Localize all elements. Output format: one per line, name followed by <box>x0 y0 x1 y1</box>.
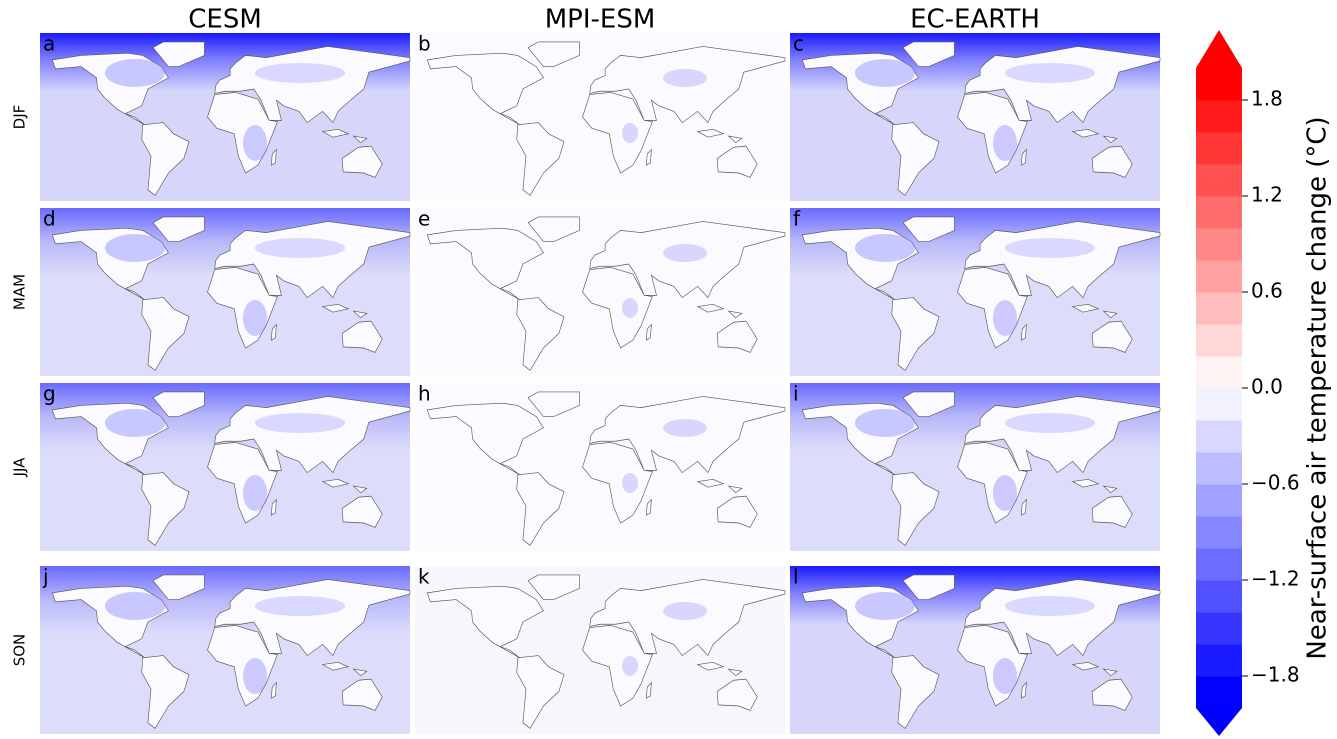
colorbar-band <box>1196 100 1242 133</box>
column-title: EC-EARTH <box>910 5 1040 35</box>
anomaly-patch <box>855 592 915 620</box>
colorbar-label: Near-surface air temperature change (°C) <box>1303 116 1333 659</box>
colorbar-band <box>1196 324 1242 357</box>
anomaly-patch <box>855 409 915 437</box>
colorbar-extend-top <box>1196 30 1242 68</box>
panel-letter: f <box>793 207 801 231</box>
panel-letter: h <box>418 382 431 406</box>
anomaly-patch <box>993 125 1017 161</box>
colorbar-band <box>1196 292 1242 325</box>
anomaly-patch <box>622 123 638 143</box>
colorbar-band <box>1196 132 1242 165</box>
colorbar-band <box>1196 420 1242 453</box>
anomaly-patch <box>255 63 345 83</box>
panel-letter: i <box>793 382 799 406</box>
anomaly-patch <box>255 238 345 258</box>
colorbar-extend-bottom <box>1196 708 1242 736</box>
colorbar-tick-label: 0.0 <box>1251 375 1283 399</box>
anomaly-patch <box>1005 238 1095 258</box>
anomaly-patch <box>663 419 707 437</box>
colorbar-band <box>1196 228 1242 261</box>
anomaly-patch <box>105 409 165 437</box>
colorbar-tick-label: 0.6 <box>1251 279 1283 303</box>
map-panel: k <box>415 565 786 734</box>
colorbar-band <box>1196 452 1242 485</box>
anomaly-patch <box>105 59 165 87</box>
map-panel: e <box>415 207 786 376</box>
panel-letter: k <box>418 565 430 589</box>
anomaly-patch <box>663 244 707 262</box>
anomaly-patch <box>622 656 638 676</box>
colorbar-tick-label: 1.8 <box>1251 87 1283 111</box>
panel-letter: a <box>43 32 55 56</box>
anomaly-patch <box>663 602 707 620</box>
colorbar-band <box>1196 548 1242 581</box>
row-label: MAM <box>11 274 29 310</box>
map-panel: i <box>790 382 1161 551</box>
anomaly-patch <box>855 59 915 87</box>
anomaly-patch <box>1005 63 1095 83</box>
map-panel: l <box>790 565 1161 734</box>
anomaly-patch <box>993 300 1017 336</box>
anomaly-patch <box>993 475 1017 511</box>
map-panel: h <box>415 382 786 551</box>
colorbar-tick-label: −1.8 <box>1251 663 1300 687</box>
colorbar-band <box>1196 164 1242 197</box>
map-panel: b <box>415 32 786 201</box>
anomaly-patch <box>1005 596 1095 616</box>
anomaly-patch <box>1005 413 1095 433</box>
panel-letter: c <box>793 32 804 56</box>
anomaly-patch <box>243 300 267 336</box>
row-label: SON <box>11 634 29 667</box>
anomaly-patch <box>243 125 267 161</box>
row-label: DJF <box>11 105 29 130</box>
colorbar-tick-label: −1.2 <box>1251 567 1300 591</box>
anomaly-patch <box>663 69 707 87</box>
colorbar-band <box>1196 196 1242 229</box>
colorbar-band <box>1196 388 1242 421</box>
anomaly-patch <box>622 298 638 318</box>
colorbar-band <box>1196 644 1242 677</box>
colorbar-band <box>1196 580 1242 613</box>
colorbar-band <box>1196 612 1242 645</box>
colorbar-band <box>1196 68 1242 101</box>
map-panel: c <box>790 32 1161 201</box>
map-panel: g <box>40 382 411 551</box>
anomaly-patch <box>993 658 1017 694</box>
panel-grid: CESM MPI-ESM EC-EARTH DJF a b c MAM d e f JJA g h i SON… <box>11 5 1161 734</box>
panel-letter: l <box>793 565 799 589</box>
panel-letter: j <box>42 565 49 589</box>
panel-letter: d <box>43 207 56 231</box>
anomaly-patch <box>243 658 267 694</box>
row-label: JJA <box>11 457 29 478</box>
map-panel: a <box>40 32 411 201</box>
panel-letter: e <box>418 207 430 231</box>
anomaly-patch <box>243 475 267 511</box>
anomaly-patch <box>855 234 915 262</box>
colorbar-band <box>1196 260 1242 293</box>
panel-letter: b <box>418 32 431 56</box>
colorbar-tick-label: 1.2 <box>1251 183 1283 207</box>
anomaly-patch <box>255 596 345 616</box>
colorbar-band <box>1196 516 1242 549</box>
map-panel: j <box>40 565 411 734</box>
column-title: MPI-ESM <box>545 5 656 35</box>
colorbar-band <box>1196 676 1242 709</box>
anomaly-patch <box>255 413 345 433</box>
colorbar-band <box>1196 484 1242 517</box>
map-panel: f <box>790 207 1161 376</box>
panel-letter: g <box>43 382 56 406</box>
anomaly-patch <box>105 592 165 620</box>
anomaly-patch <box>622 473 638 493</box>
colorbar-tick-label: −0.6 <box>1251 471 1300 495</box>
column-title: CESM <box>188 5 262 35</box>
map-panel: d <box>40 207 411 376</box>
colorbar-band <box>1196 356 1242 389</box>
anomaly-patch <box>105 234 165 262</box>
